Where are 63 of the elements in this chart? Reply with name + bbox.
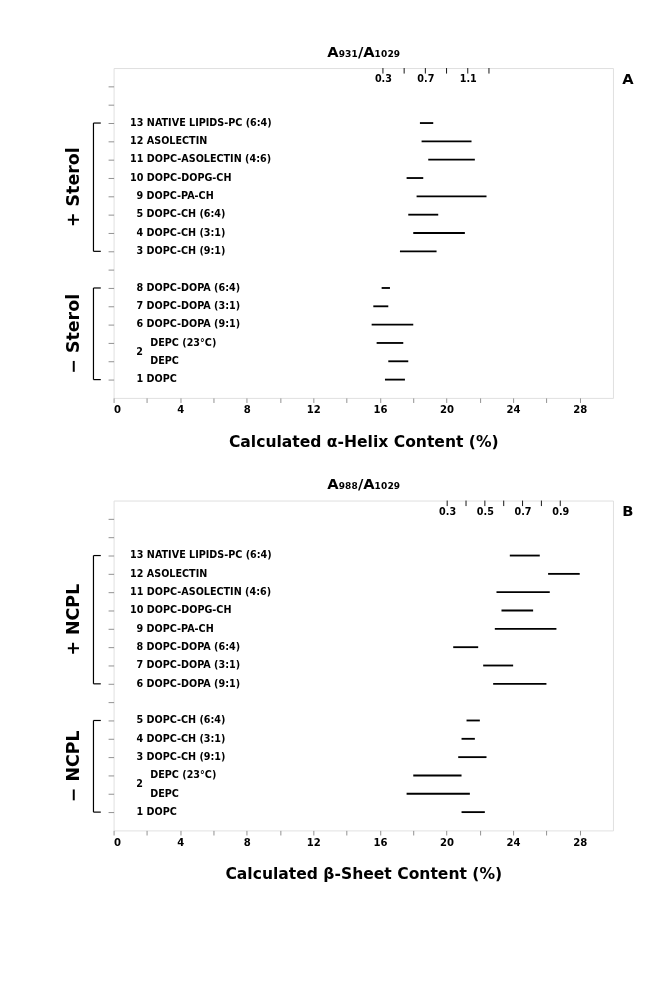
x-tick-label: 12 [306, 836, 321, 848]
x-tick-label: 28 [573, 404, 588, 416]
x-tick-label: 4 [177, 836, 185, 848]
x-tick-label: 28 [573, 836, 588, 848]
y-tick-label: 7 DOPC-DOPA (3:1) [136, 659, 241, 671]
y-tick-label: 11 DOPC-ASOLECTIN (4:6) [130, 585, 272, 597]
x-axis-title: Calculated β-Sheet Content (%) [225, 865, 503, 884]
x2-tick-label: 0.3 [374, 73, 392, 85]
y-tick-label: 6 DOPC-DOPA (9:1) [136, 677, 241, 689]
x-tick-label: 16 [373, 404, 388, 416]
x2-tick-label: 0.3 [439, 505, 457, 517]
y-tick-label: 12 ASOLECTIN [130, 135, 208, 147]
y-tick-label: 12 ASOLECTIN [130, 567, 208, 579]
x-tick-label: 8 [243, 836, 251, 848]
text: − NCPL [62, 730, 83, 803]
annotation: 2 [136, 345, 143, 357]
x-tick-label: 16 [373, 836, 388, 848]
y-tick-label: 4 DOPC-CH (3:1) [136, 226, 226, 238]
y-tick-label: 1 DOPC [136, 373, 177, 385]
y-tick-label: DEPC (23°C) [150, 769, 217, 781]
y-tick-label: 3 DOPC-CH (9:1) [136, 245, 226, 257]
y-tick-label: 9 DOPC-PA-CH [136, 190, 214, 202]
x-tick-label: 0 [114, 404, 122, 416]
x-tick-label: 24 [506, 404, 521, 416]
text: − Sterol [62, 293, 83, 374]
y-tick-label: 13 NATIVE LIPIDS-PC (6:4) [130, 116, 272, 128]
x-tick-label: 0 [114, 836, 122, 848]
x2-axis-title: A₉₈₈/A₁₀₂₉ [327, 475, 401, 493]
y-tick-label: DEPC [150, 355, 179, 367]
y-tick-label: 8 DOPC-DOPA (6:4) [136, 640, 241, 652]
x2-tick-label: 0.7 [417, 73, 435, 85]
y-tick-label: DEPC [150, 787, 179, 799]
y-tick-label: 6 DOPC-DOPA (9:1) [136, 318, 241, 330]
y-tick-label: 9 DOPC-PA-CH [136, 622, 214, 634]
y-tick-label: 10 DOPC-DOPG-CH [130, 171, 232, 183]
y-tick-label: 11 DOPC-ASOLECTIN (4:6) [130, 153, 272, 165]
x-tick-label: 20 [440, 836, 455, 848]
x-tick-label: 8 [243, 404, 251, 416]
text: + NCPL [62, 583, 83, 656]
x-axis-title: Calculated α-Helix Content (%) [228, 432, 499, 451]
x2-tick-label: 0.9 [552, 505, 570, 517]
y-tick-label: 4 DOPC-CH (3:1) [136, 732, 226, 744]
text: A [622, 69, 635, 87]
x-tick-label: 24 [506, 836, 521, 848]
x2-tick-label: 0.5 [476, 505, 495, 517]
y-tick-label: 5 DOPC-CH (6:4) [136, 208, 226, 220]
text: + Sterol [62, 147, 83, 228]
x2-axis-title: A₉₃₁/A₁₀₂₉ [327, 42, 401, 60]
y-tick-label: 13 NATIVE LIPIDS-PC (6:4) [130, 549, 272, 561]
x2-tick-label: 1.1 [459, 73, 478, 85]
y-tick-label: 10 DOPC-DOPG-CH [130, 604, 232, 616]
x-tick-label: 12 [306, 404, 321, 416]
x2-tick-label: 0.7 [514, 505, 532, 517]
y-tick-label: 1 DOPC [136, 805, 177, 817]
text: B [622, 502, 634, 520]
y-tick-label: DEPC (23°C) [150, 336, 217, 348]
x-tick-label: 20 [440, 404, 455, 416]
y-tick-label: 7 DOPC-DOPA (3:1) [136, 300, 241, 312]
y-tick-label: 3 DOPC-CH (9:1) [136, 750, 226, 762]
x-tick-label: 4 [177, 404, 185, 416]
y-tick-label: 8 DOPC-DOPA (6:4) [136, 281, 241, 293]
annotation: 2 [136, 778, 143, 790]
y-tick-label: 5 DOPC-CH (6:4) [136, 714, 226, 726]
